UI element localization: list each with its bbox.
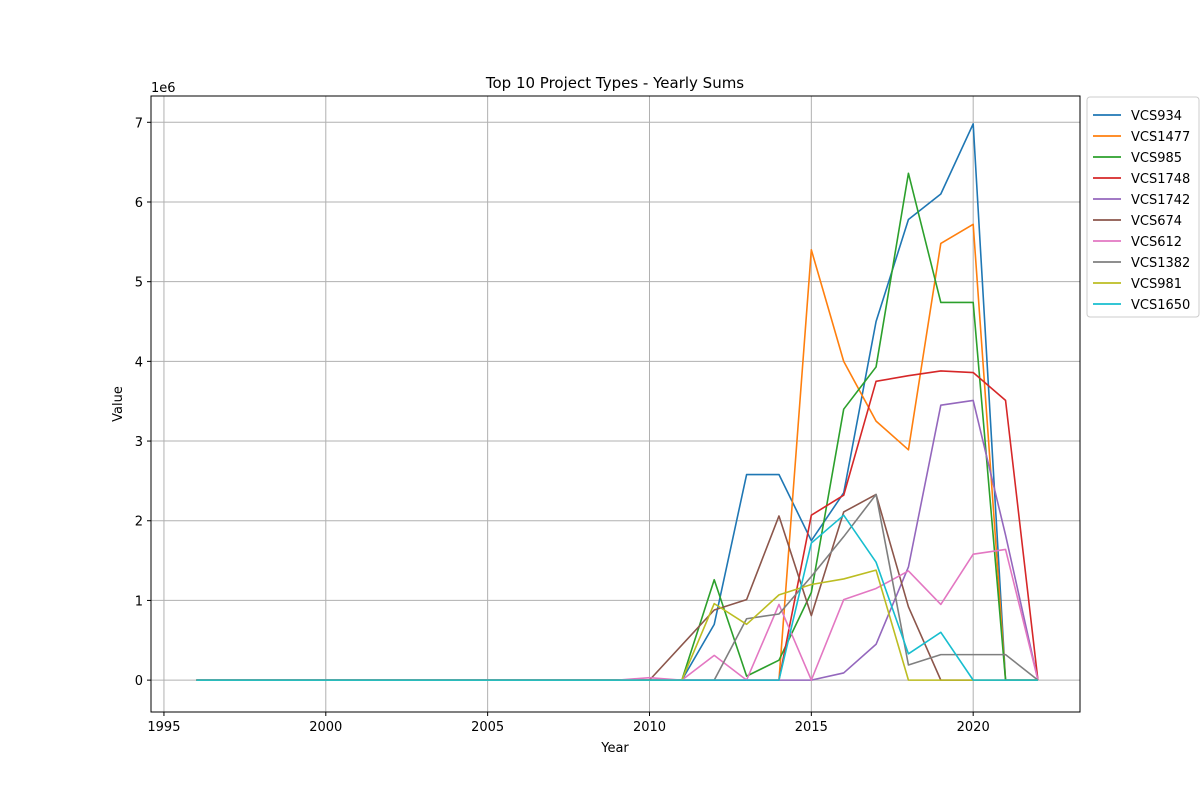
- x-tick-label: 2005: [471, 720, 504, 735]
- y-tick-label: 5: [135, 276, 143, 291]
- y-tick-label: 1: [135, 594, 143, 609]
- series-line-vcs934: [196, 123, 1038, 681]
- series-lines: [196, 123, 1039, 681]
- y-tick-label: 0: [135, 674, 143, 689]
- series-line-vcs1477: [196, 223, 1038, 681]
- legend-entry: VCS674: [1131, 214, 1182, 229]
- y-axis-multiplier: 1e6: [151, 81, 176, 96]
- series-line-vcs1742: [196, 399, 1039, 681]
- y-tick-label: 4: [135, 355, 143, 370]
- y-tick-label: 3: [135, 435, 143, 450]
- y-axis-ticks: 0 1 2 3 4 5 6 7: [135, 116, 151, 689]
- legend-entry: VCS1748: [1131, 172, 1190, 187]
- y-tick-label: 7: [135, 116, 143, 131]
- x-tick-label: 1995: [147, 720, 180, 735]
- plot-frame: [150, 95, 1081, 713]
- legend-entry: VCS934: [1131, 109, 1182, 124]
- series-line-vcs981: [196, 569, 1038, 681]
- legend-entry: VCS1382: [1131, 256, 1190, 271]
- legend-entry: VCS985: [1131, 151, 1182, 166]
- y-tick-label: 6: [135, 196, 143, 211]
- series-line-vcs1650: [196, 514, 1038, 681]
- series-line-vcs1748: [196, 370, 1039, 681]
- y-axis-label: Value: [111, 386, 126, 422]
- legend-entry: VCS1477: [1131, 130, 1190, 145]
- x-tick-label: 2010: [633, 720, 666, 735]
- x-tick-label: 2000: [309, 720, 342, 735]
- x-axis-ticks: 1995 2000 2005 2010 2015 2020: [147, 712, 990, 735]
- gridlines: [151, 96, 1080, 712]
- legend-entry: VCS1742: [1131, 193, 1190, 208]
- series-line-vcs612: [196, 548, 1039, 681]
- legend-entry: VCS612: [1131, 235, 1182, 250]
- series-line-vcs674: [196, 493, 1038, 681]
- legend: VCS934 VCS1477 VCS985 VCS1748 VCS1742 VCS674 V…: [1086, 96, 1200, 318]
- series-line-vcs1382: [196, 493, 1039, 681]
- legend-entry: VCS981: [1131, 277, 1182, 292]
- legend-entry: VCS1650: [1131, 298, 1190, 313]
- series-line-vcs985: [196, 172, 1038, 681]
- x-tick-label: 2015: [795, 720, 828, 735]
- y-tick-label: 2: [135, 515, 143, 530]
- x-axis-label: Year: [600, 741, 629, 756]
- chart-title: Top 10 Project Types - Yearly Sums: [485, 74, 744, 92]
- x-tick-label: 2020: [957, 720, 990, 735]
